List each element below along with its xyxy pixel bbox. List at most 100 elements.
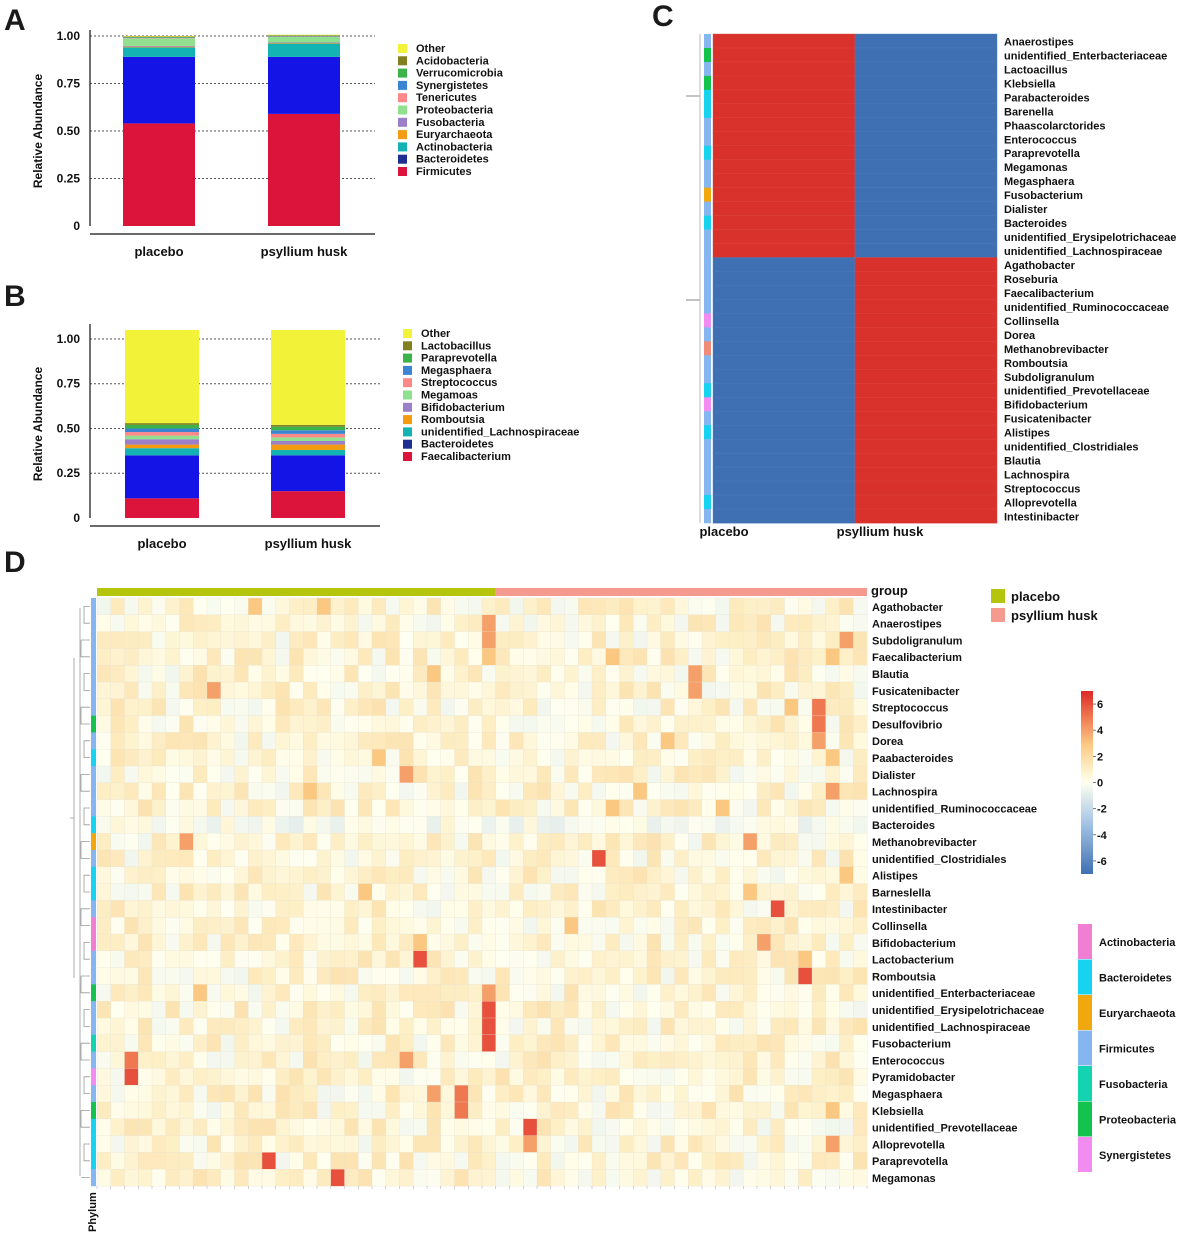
heatmap-cell xyxy=(674,984,689,1002)
heatmap-cell xyxy=(330,665,345,683)
heatmap-cell xyxy=(316,900,332,918)
heatmap-cell xyxy=(729,1051,744,1069)
heatmap-cell xyxy=(839,1034,854,1052)
heatmap-cell xyxy=(523,732,538,750)
heatmap-cell xyxy=(468,749,483,767)
heatmap-cell xyxy=(509,782,524,800)
heatmap-cell xyxy=(825,715,840,733)
heatmap-cell xyxy=(371,984,387,1002)
heatmap-cell xyxy=(124,614,139,632)
heatmap-cell xyxy=(124,698,139,716)
heatmap-cell xyxy=(261,816,277,834)
heatmap-cell xyxy=(151,765,167,784)
heatmap-cell xyxy=(701,732,717,750)
heatmap-cell xyxy=(481,917,497,935)
phylum-color-cell xyxy=(704,145,711,161)
heatmap-cell xyxy=(151,614,167,632)
heatmap-cell xyxy=(495,1017,510,1036)
heatmap-cell xyxy=(853,967,868,985)
row-label: unidentified_Ruminococcaceae xyxy=(1004,302,1169,314)
heatmap-cell xyxy=(495,665,510,683)
heatmap-cell xyxy=(798,665,813,683)
heatmap-cell xyxy=(138,732,153,750)
heatmap-cell xyxy=(674,1101,689,1120)
heatmap-cell xyxy=(839,782,854,800)
heatmap-cell xyxy=(289,648,304,666)
heatmap-cell xyxy=(605,1001,620,1019)
heatmap-cell xyxy=(605,984,620,1002)
heatmap-cell xyxy=(385,631,400,649)
heatmap-cell xyxy=(712,229,856,245)
heatmap-cell xyxy=(399,1135,414,1153)
heatmap-cell xyxy=(371,1017,387,1036)
heatmap-cell xyxy=(619,765,634,784)
heatmap-cell xyxy=(124,933,139,952)
heatmap-cell xyxy=(536,631,552,649)
heatmap-cell xyxy=(371,883,387,901)
heatmap-cell xyxy=(536,917,552,935)
heatmap-cell xyxy=(275,1135,290,1153)
heatmap-cell xyxy=(550,967,565,985)
heatmap-cell xyxy=(371,1135,387,1153)
heatmap-cell xyxy=(743,1101,758,1120)
heatmap-cell xyxy=(688,665,703,683)
bar-segment-unlabeled xyxy=(268,56,340,114)
heatmap-cell xyxy=(523,1001,538,1019)
heatmap-cell xyxy=(798,883,813,901)
heatmap-cell xyxy=(688,917,703,935)
heatmap-cell xyxy=(316,614,332,632)
heatmap-cell xyxy=(854,131,998,147)
heatmap-cell xyxy=(784,883,799,901)
heatmap-cell xyxy=(316,1101,332,1120)
heatmap-cell xyxy=(316,816,332,834)
heatmap-cell xyxy=(854,187,998,203)
heatmap-cell xyxy=(96,698,112,716)
panel-label-d: D xyxy=(4,546,26,579)
heatmap-cell xyxy=(839,816,854,834)
heatmap-cell xyxy=(138,933,153,952)
heatmap-cell xyxy=(399,749,414,767)
heatmap-cell xyxy=(275,900,290,918)
heatmap-cell xyxy=(316,849,332,868)
heatmap-cell xyxy=(330,698,345,716)
heatmap-cell xyxy=(151,782,167,800)
heatmap-cell xyxy=(165,866,180,884)
heatmap-cell xyxy=(96,749,112,767)
heatmap-cell xyxy=(330,631,345,649)
heatmap-cell xyxy=(468,698,483,716)
heatmap-cell xyxy=(234,1034,249,1052)
heatmap-cell xyxy=(454,631,469,649)
heatmap-cell xyxy=(536,732,552,750)
heatmap-cell xyxy=(550,782,565,800)
heatmap-cell xyxy=(124,782,139,800)
legend-entry: Megamoas xyxy=(421,390,478,402)
row-label: Anaerostipes xyxy=(872,619,942,631)
heatmap-cell xyxy=(289,849,304,868)
heatmap-cell xyxy=(756,984,772,1002)
heatmap-cell xyxy=(193,1118,208,1136)
heatmap-cell xyxy=(220,866,235,884)
heatmap-cell xyxy=(385,816,400,834)
heatmap-cell xyxy=(756,614,772,632)
heatmap-cell xyxy=(399,833,414,851)
heatmap-cell xyxy=(701,1085,717,1103)
phylum-color-cell xyxy=(91,766,96,783)
heatmap-cell xyxy=(495,900,510,918)
heatmap-cell xyxy=(110,631,125,649)
heatmap-cell xyxy=(454,833,469,851)
bar-segment-unidentified-lachnospiraceae xyxy=(271,449,345,456)
heatmap-cell xyxy=(784,631,799,649)
heatmap-cell xyxy=(481,1034,497,1052)
heatmap-cell xyxy=(729,665,744,683)
heatmap-cell xyxy=(124,816,139,834)
heatmap-cell xyxy=(605,698,620,716)
bar-segment-romboutsia xyxy=(125,444,199,449)
heatmap-cell xyxy=(261,883,277,901)
heatmap-cell xyxy=(330,1152,345,1170)
legend-swatch xyxy=(398,93,407,103)
heatmap-cell xyxy=(399,1034,414,1052)
heatmap-cell xyxy=(289,1118,304,1136)
heatmap-cell xyxy=(729,732,744,750)
heatmap-cell xyxy=(426,631,442,649)
